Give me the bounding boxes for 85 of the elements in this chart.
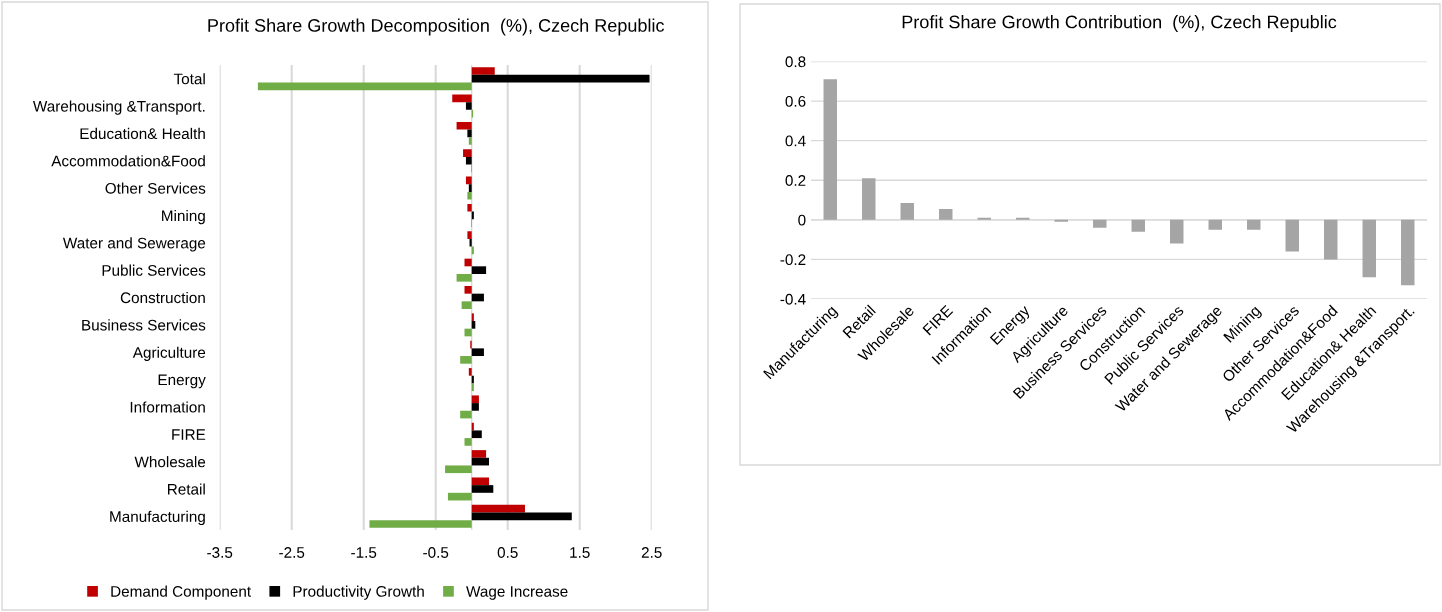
- bar: [468, 184, 472, 192]
- bar: [471, 512, 572, 521]
- bar: [469, 238, 472, 247]
- y-tick-label: 0: [798, 214, 806, 226]
- y-tick-label: Retail: [168, 483, 205, 495]
- bar: [471, 450, 487, 458]
- bar: [257, 82, 472, 91]
- y-tick-label: Accommodation&Food: [51, 155, 205, 167]
- y-tick-label: 0.8: [785, 56, 806, 68]
- bar: [823, 79, 837, 220]
- bar: [452, 94, 472, 103]
- y-tick-label: Public Services: [102, 264, 206, 276]
- bar: [471, 67, 495, 75]
- bar: [465, 156, 472, 165]
- bar: [471, 430, 482, 439]
- bar: [461, 301, 472, 309]
- bar: [1131, 219, 1145, 232]
- bar: [471, 477, 489, 486]
- bar: [1208, 219, 1222, 230]
- bar: [471, 266, 487, 274]
- bar: [862, 178, 876, 220]
- y-tick-label: Manufacturing: [110, 510, 205, 526]
- y-tick-label: Water and Sewerage: [62, 237, 206, 252]
- x-tick-label: 1.5: [570, 547, 590, 558]
- x-tick-label: -2.5: [279, 547, 305, 558]
- bar: [1324, 219, 1338, 260]
- bar: [468, 368, 472, 376]
- bar: [456, 273, 472, 282]
- bar: [471, 485, 494, 493]
- y-tick-label: Other Services: [105, 182, 206, 194]
- y-tick-label: -0.2: [780, 254, 806, 266]
- chart-title: Profit Share Growth Contribution (%), Czech Republic: [902, 15, 1337, 32]
- x-tick-label: 0.5: [497, 547, 518, 558]
- x-tick-label: -3.5: [207, 547, 233, 558]
- y-tick-label: Warehousing &Transport.: [32, 100, 205, 115]
- y-tick-label: 0.2: [785, 175, 806, 186]
- bar: [465, 176, 472, 185]
- legend-label: Productivity Growth: [293, 585, 424, 600]
- bar: [467, 203, 472, 212]
- x-tick-label: 2.5: [641, 547, 662, 558]
- bar: [471, 395, 479, 404]
- bar: [467, 191, 472, 200]
- bar: [471, 348, 484, 357]
- x-tick-label: -0.5: [423, 547, 449, 558]
- bar: [471, 383, 474, 392]
- bar: [460, 356, 472, 364]
- y-tick-label: FIRE: [172, 429, 206, 440]
- bar: [1093, 219, 1107, 228]
- chart-title: Profit Share Growth Decomposition (%), Czech Republic: [208, 18, 665, 36]
- bar: [1401, 219, 1415, 286]
- bar: [1247, 219, 1261, 230]
- bar: [447, 492, 472, 501]
- bar: [1285, 219, 1299, 252]
- bar: [445, 465, 472, 474]
- legend-label: Wage Increase: [466, 586, 568, 600]
- bar: [939, 208, 953, 220]
- bar: [468, 137, 472, 145]
- bar: [471, 74, 650, 83]
- bar: [471, 313, 474, 322]
- bar: [464, 438, 472, 446]
- y-tick-label: Information: [130, 401, 205, 413]
- x-tick-label: -1.5: [351, 547, 377, 558]
- y-tick-label: Total: [173, 73, 205, 85]
- y-tick-label: -0.4: [780, 293, 806, 305]
- bar: [464, 286, 472, 294]
- y-tick-label: 0.6: [785, 95, 806, 107]
- bar: [471, 403, 479, 411]
- legend-label: Demand Component: [111, 585, 251, 600]
- bar: [900, 203, 914, 220]
- bar: [456, 121, 472, 130]
- bar: [460, 410, 472, 419]
- y-tick-label: Construction: [120, 291, 205, 304]
- bar: [467, 129, 472, 138]
- y-tick-label: Wholesale: [134, 456, 206, 468]
- y-tick-label: Mining: [162, 209, 205, 225]
- bar: [1170, 219, 1184, 244]
- bar: [467, 231, 472, 239]
- bar: [465, 102, 472, 110]
- y-tick-label: Education& Health: [80, 127, 205, 140]
- bar: [463, 149, 472, 157]
- bar: [1362, 219, 1376, 278]
- bar: [369, 520, 472, 528]
- bar: [471, 504, 525, 513]
- y-tick-label: 0.4: [785, 135, 806, 147]
- bar: [471, 457, 489, 466]
